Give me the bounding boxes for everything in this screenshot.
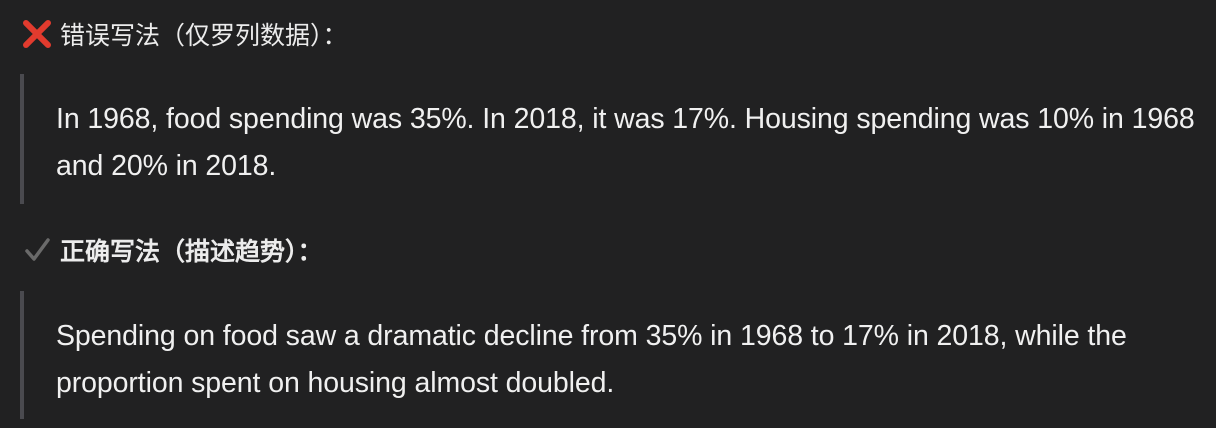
right-heading-text: 正确写法（描述趋势）：: [60, 237, 323, 266]
wrong-example-blockquote: In 1968, food spending was 35%. In 2018,…: [20, 74, 1200, 204]
cross-mark-icon: [20, 17, 54, 51]
wrong-example-text: In 1968, food spending was 35%. In 2018,…: [56, 103, 1195, 182]
right-section-heading: 正确写法（描述趋势）：: [20, 232, 323, 268]
check-mark-icon: [20, 233, 54, 267]
wrong-heading-text: 错误写法（仅罗列数据）：: [60, 21, 348, 50]
right-example-blockquote: Spending on food saw a dramatic decline …: [20, 291, 1200, 419]
right-example-text: Spending on food saw a dramatic decline …: [56, 320, 1127, 399]
wrong-section-heading: 错误写法（仅罗列数据）：: [20, 16, 348, 52]
